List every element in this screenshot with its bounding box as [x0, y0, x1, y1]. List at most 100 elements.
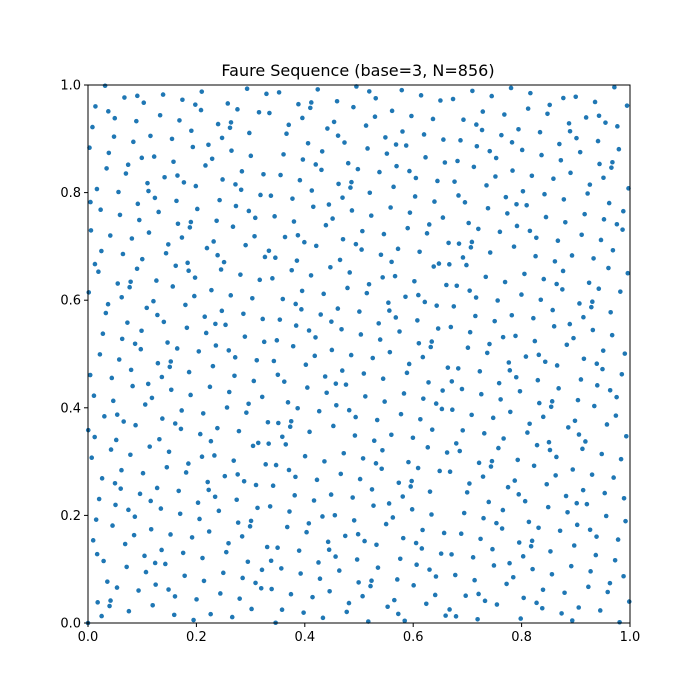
scatter-point — [334, 402, 339, 408]
scatter-point — [86, 290, 92, 295]
scatter-point — [543, 214, 549, 220]
scatter-point — [383, 135, 388, 140]
scatter-point — [602, 490, 608, 496]
scatter-point — [158, 506, 164, 511]
scatter-point — [168, 359, 174, 364]
scatter-point — [218, 591, 223, 596]
scatter-point — [357, 476, 363, 482]
scatter-point — [269, 586, 274, 592]
scatter-point — [283, 442, 289, 447]
scatter-point — [440, 388, 445, 393]
scatter-point — [569, 253, 575, 258]
scatter-point — [151, 298, 156, 304]
scatter-point — [490, 415, 496, 421]
scatter-point — [524, 202, 529, 208]
scatter-point — [409, 113, 414, 119]
scatter-point — [388, 205, 393, 210]
scatter-point — [186, 461, 191, 466]
scatter-point — [163, 250, 169, 256]
scatter-point — [500, 507, 506, 513]
scatter-point — [209, 287, 214, 293]
scatter-point — [583, 115, 589, 120]
scatter-point — [117, 212, 123, 218]
scatter-point — [124, 564, 129, 570]
scatter-point — [506, 360, 512, 365]
scatter-point — [230, 224, 236, 229]
scatter-point — [104, 166, 109, 171]
scatter-point — [474, 122, 479, 127]
scatter-point — [314, 477, 320, 483]
scatter-point — [557, 141, 562, 147]
scatter-point — [547, 447, 553, 453]
scatter-point — [268, 558, 274, 564]
scatter-point — [325, 539, 331, 545]
scatter-point — [607, 580, 613, 586]
scatter-point — [550, 307, 555, 313]
scatter-point — [150, 602, 155, 608]
scatter-point — [172, 421, 178, 426]
scatter-point — [293, 323, 299, 328]
scatter-point — [433, 401, 439, 406]
scatter-point — [237, 596, 242, 601]
scatter-point — [586, 280, 592, 286]
scatter-point — [164, 464, 170, 470]
scatter-point — [502, 279, 508, 285]
scatter-point — [407, 210, 413, 215]
scatter-point — [199, 454, 205, 460]
scatter-point — [319, 149, 325, 154]
scatter-point — [452, 572, 458, 578]
scatter-point — [338, 471, 344, 477]
scatter-point — [606, 265, 611, 271]
scatter-point — [469, 239, 475, 245]
scatter-point — [287, 424, 293, 429]
scatter-point — [385, 604, 390, 610]
scatter-point — [171, 612, 177, 618]
scatter-point — [197, 431, 203, 437]
scatter-point — [156, 209, 161, 215]
scatter-point — [105, 301, 111, 307]
scatter-point — [344, 609, 350, 615]
scatter-point — [232, 355, 238, 360]
scatter-point — [614, 394, 619, 400]
scatter-point — [126, 608, 132, 614]
scatter-point — [299, 288, 305, 294]
scatter-point — [142, 553, 147, 559]
scatter-point — [132, 341, 138, 347]
scatter-point — [348, 352, 354, 358]
scatter-point — [527, 421, 532, 427]
x-tick-label: 0.8 — [511, 630, 532, 645]
scatter-point — [168, 387, 174, 393]
scatter-point — [516, 540, 522, 545]
scatter-point — [576, 432, 582, 437]
scatter-point — [190, 144, 196, 150]
scatter-point — [504, 581, 509, 587]
scatter-point — [290, 196, 295, 201]
scatter-point — [139, 328, 144, 334]
scatter-point — [321, 291, 326, 297]
y-tick-label: 0.0 — [60, 617, 81, 632]
scatter-point — [324, 390, 329, 396]
scatter-point — [539, 605, 545, 611]
scatter-point — [131, 532, 137, 538]
scatter-point — [90, 124, 95, 130]
scatter-point — [516, 492, 522, 497]
scatter-point — [310, 204, 316, 210]
scatter-point — [417, 249, 422, 255]
scatter-point — [411, 583, 416, 588]
scatter-point — [577, 301, 582, 306]
scatter-point — [92, 261, 98, 267]
scatter-point — [415, 318, 420, 323]
scatter-point — [301, 610, 306, 615]
scatter-point — [284, 131, 289, 137]
scatter-point — [253, 482, 259, 488]
scatter-point — [449, 552, 454, 557]
scatter-point — [431, 264, 437, 269]
scatter-point — [346, 407, 352, 413]
scatter-point — [552, 259, 558, 264]
scatter-point — [387, 349, 393, 355]
scatter-point — [217, 197, 222, 203]
scatter-point — [590, 299, 595, 305]
scatter-point — [474, 143, 480, 149]
scatter-point — [493, 155, 499, 161]
scatter-point — [574, 522, 580, 528]
